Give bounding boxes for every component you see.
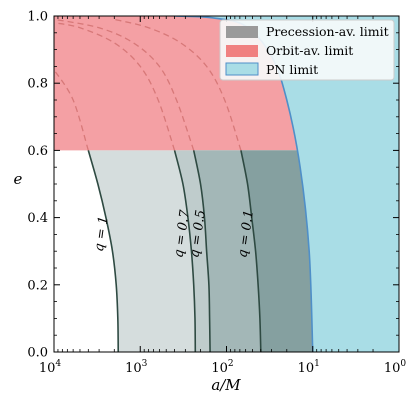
legend-label-precession: Precession-av. limit [266, 24, 389, 39]
legend-swatch-precession [226, 26, 258, 38]
precession-curve-lines [87, 150, 262, 352]
legend-label-pn: PN limit [266, 62, 318, 77]
legend-label-orbit: Orbit-av. limit [266, 43, 353, 58]
x-tick-label-3: 101 [298, 359, 320, 376]
x-tick-label-1: 103 [125, 359, 148, 376]
pn-limit-edge [173, 16, 314, 352]
x-axis-ticks: 104 103 102 101 100 [39, 16, 407, 376]
curve-labels: q = 1 q = 0.7q = 0.5 q = 0.1 [92, 208, 257, 258]
dashed-curve-0 [54, 69, 89, 151]
precession-curve-line-3 [240, 150, 262, 352]
curve-label-3: q = 0.1 [235, 209, 257, 259]
precession-regions [88, 16, 399, 352]
y-tick-label-1: 0.2 [27, 278, 48, 293]
y-tick-label-3: 0.6 [27, 144, 48, 159]
dashed-curves [54, 18, 242, 151]
legend: Precession-av. limit Orbit-av. limit PN … [219, 19, 395, 81]
y-axis-ticks: 0.0 0.2 0.4 0.6 0.8 1.0 [27, 10, 399, 361]
y-tick-label-2: 0.4 [27, 211, 48, 226]
y-tick-label-4: 0.8 [27, 77, 48, 92]
x-tick-label-4: 100 [384, 359, 407, 376]
x-axis-label: a/M [211, 376, 241, 394]
curve-label-0: q = 1 [92, 215, 112, 252]
legend-swatch-pn [225, 62, 259, 76]
x-tick-label-2: 102 [211, 359, 233, 376]
dashed-curve-3 [114, 18, 242, 151]
curve-label-2: q = 0.5 [187, 209, 209, 259]
y-tick-label-0: 0.0 [27, 346, 48, 361]
precession-curve-line-1 [173, 150, 197, 352]
curve-label-1: q = 0.7 [171, 208, 193, 258]
x-tick-label-0: 104 [39, 359, 62, 376]
precession-curve-line-2 [192, 150, 211, 352]
legend-swatch-orbit [226, 45, 258, 57]
y-axis-label: e [14, 170, 23, 188]
precession-curve-line-0 [87, 150, 120, 352]
legend-box [219, 19, 395, 81]
pn-limit-region-overlay [174, 16, 399, 352]
y-tick-label-5: 1.0 [27, 10, 48, 25]
